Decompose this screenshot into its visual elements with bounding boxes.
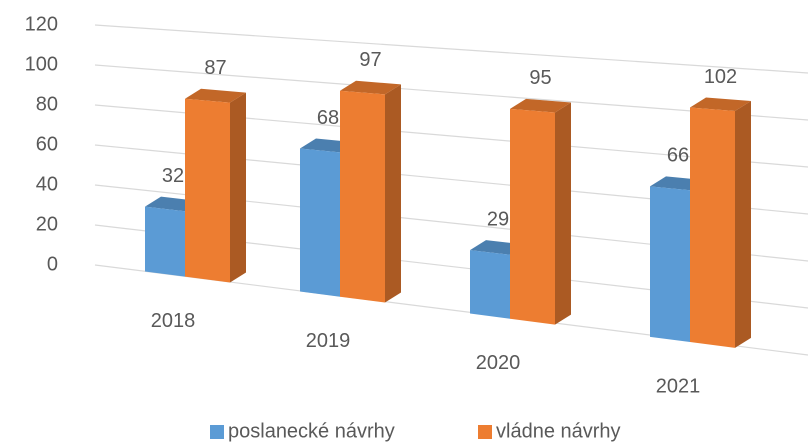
bar-top [510, 98, 571, 113]
y-tick-label: 80 [36, 93, 58, 115]
data-label: 68 [317, 107, 339, 129]
bar-side [385, 84, 401, 303]
bar-top [185, 88, 246, 103]
bar [185, 98, 230, 283]
bar [470, 250, 510, 319]
legend-label: poslanecké návrhy [228, 420, 395, 442]
data-label: 102 [704, 66, 737, 88]
bar [510, 108, 555, 325]
bar [340, 90, 385, 303]
y-tick-label: 0 [47, 253, 58, 275]
y-tick-label: 120 [25, 13, 58, 35]
data-label: 66 [667, 145, 689, 167]
data-label: 95 [529, 67, 551, 89]
grid-line [94, 24, 808, 74]
legend-swatch [210, 425, 224, 439]
data-label: 29 [487, 208, 509, 230]
bar [650, 186, 690, 343]
bar-top [340, 80, 401, 95]
y-tick-label: 100 [25, 53, 58, 75]
data-label: 32 [162, 165, 184, 187]
y-tick-label: 20 [36, 213, 58, 235]
y-tick-label: 40 [36, 173, 58, 195]
legend-label: vládne návrhy [496, 420, 621, 442]
bar-side [735, 101, 751, 348]
bar [300, 148, 340, 297]
bar-top [690, 97, 751, 112]
x-tick-label: 2018 [151, 310, 196, 332]
y-tick-label: 60 [36, 133, 58, 155]
x-tick-label: 2019 [306, 330, 351, 352]
x-tick-label: 2021 [656, 375, 701, 397]
x-tick-label: 2020 [476, 352, 521, 374]
data-label: 97 [359, 49, 381, 71]
legend-swatch [478, 425, 492, 439]
bar-side [555, 102, 571, 325]
bar [145, 206, 185, 277]
grid-line [94, 64, 808, 121]
data-label: 87 [204, 57, 226, 79]
bar-side [230, 92, 246, 283]
bar [690, 107, 735, 348]
